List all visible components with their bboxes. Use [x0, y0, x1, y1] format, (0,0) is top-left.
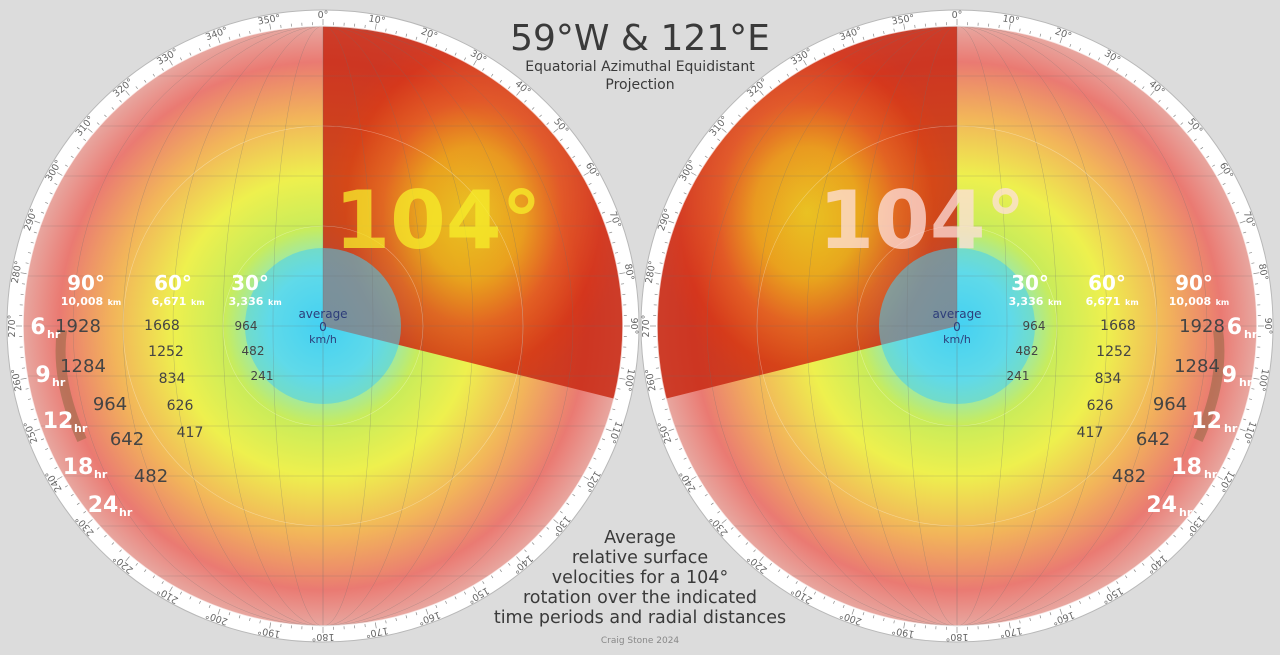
- speed-90-label: 1284: [60, 356, 106, 377]
- period-unit: hr: [1179, 506, 1193, 519]
- subtitle-line: Equatorial Azimuthal Equidistant: [490, 58, 790, 76]
- speed-60-label: 417: [1077, 425, 1104, 441]
- speed-60-label: 626: [1087, 398, 1114, 414]
- speed-90-label: 642: [110, 429, 144, 450]
- speed-60-label: 1252: [148, 344, 184, 360]
- speed-30-label: 241: [251, 369, 274, 383]
- speed-90-label: 1928: [1179, 316, 1225, 337]
- ring-degree-label: 60°: [1088, 271, 1126, 295]
- speed-90-label: 482: [134, 466, 168, 487]
- subtitle: Equatorial Azimuthal Equidistant Project…: [490, 58, 790, 94]
- ring-distance-label: 6,671: [1086, 295, 1121, 308]
- compass-degree-label: 0°: [318, 10, 329, 21]
- speed-60-label: 417: [177, 425, 204, 441]
- caption: Average relative surface velocities for …: [480, 528, 800, 628]
- period-unit: hr: [52, 376, 66, 389]
- speed-90-label: 1928: [55, 316, 101, 337]
- speed-90-label: 482: [1112, 466, 1146, 487]
- caption-line: velocities for a 104°: [480, 568, 800, 588]
- speed-60-label: 1252: [1096, 344, 1132, 360]
- period-unit: hr: [1204, 468, 1218, 481]
- ring-degree-label: 30°: [1011, 271, 1049, 295]
- ring-distance-label: 3,336: [1009, 295, 1044, 308]
- caption-line: relative surface: [480, 548, 800, 568]
- center-label: km/h: [943, 333, 971, 346]
- period-label: 6: [30, 315, 45, 340]
- period-label: 9: [1222, 363, 1237, 388]
- period-label: 18: [63, 455, 94, 480]
- center-label: 0: [319, 320, 327, 334]
- ring-distance-unit: km: [108, 298, 122, 307]
- speed-90-label: 964: [1153, 394, 1187, 415]
- ring-distance-unit: km: [1216, 298, 1230, 307]
- speed-60-label: 1668: [144, 318, 180, 334]
- speed-30-label: 241: [1007, 369, 1030, 383]
- credit: Craig Stone 2024: [540, 636, 740, 646]
- period-label: 12: [1191, 409, 1222, 434]
- period-unit: hr: [94, 468, 108, 481]
- ring-degree-label: 30°: [231, 271, 269, 295]
- caption-line: Average: [480, 528, 800, 548]
- speed-90-label: 964: [93, 394, 127, 415]
- ring-distance-label: 10,008: [1169, 295, 1211, 308]
- speed-60-label: 626: [167, 398, 194, 414]
- speed-30-label: 964: [235, 319, 258, 333]
- rotation-angle-label: 104°: [819, 174, 1026, 267]
- ring-distance-unit: km: [191, 298, 205, 307]
- speed-30-label: 482: [242, 344, 265, 358]
- rotation-angle-label: 104°: [335, 174, 542, 267]
- ring-distance-label: 6,671: [152, 295, 187, 308]
- center-label: average: [932, 307, 981, 321]
- ring-degree-label: 90°: [1175, 271, 1213, 295]
- period-label: 24: [88, 493, 119, 518]
- ring-distance-unit: km: [1125, 298, 1139, 307]
- compass-degree-label: 180°: [312, 631, 335, 642]
- period-unit: hr: [1239, 376, 1253, 389]
- speed-60-label: 834: [1095, 371, 1122, 387]
- period-unit: hr: [1224, 422, 1238, 435]
- speed-90-label: 642: [1136, 429, 1170, 450]
- ring-degree-label: 60°: [154, 271, 192, 295]
- period-label: 12: [43, 409, 74, 434]
- compass-degree-label: 0°: [952, 10, 963, 21]
- speed-30-label: 964: [1023, 319, 1046, 333]
- period-label: 24: [1146, 493, 1177, 518]
- compass-degree-label: 270°: [7, 315, 18, 338]
- center-label: km/h: [309, 333, 337, 346]
- speed-60-label: 834: [159, 371, 186, 387]
- compass-degree-label: 90°: [628, 318, 639, 335]
- caption-line: time periods and radial distances: [480, 608, 800, 628]
- period-label: 18: [1171, 455, 1202, 480]
- ring-distance-label: 3,336: [229, 295, 264, 308]
- ring-distance-label: 10,008: [61, 295, 103, 308]
- center-label: 0: [953, 320, 961, 334]
- period-unit: hr: [74, 422, 88, 435]
- speed-60-label: 1668: [1100, 318, 1136, 334]
- compass-degree-label: 90°: [1262, 318, 1273, 335]
- period-unit: hr: [47, 328, 61, 341]
- compass-degree-label: 270°: [641, 315, 652, 338]
- period-label: 9: [35, 363, 50, 388]
- period-unit: hr: [119, 506, 133, 519]
- speed-90-label: 1284: [1174, 356, 1220, 377]
- center-label: average: [298, 307, 347, 321]
- subtitle-line: Projection: [490, 76, 790, 94]
- ring-distance-unit: km: [1048, 298, 1062, 307]
- ring-degree-label: 90°: [67, 271, 105, 295]
- compass-degree-label: 180°: [946, 631, 969, 642]
- caption-line: rotation over the indicated: [480, 588, 800, 608]
- speed-30-label: 482: [1016, 344, 1039, 358]
- period-unit: hr: [1244, 328, 1258, 341]
- period-label: 6: [1227, 315, 1242, 340]
- page-title: 59°W & 121°E: [490, 18, 790, 59]
- ring-distance-unit: km: [268, 298, 282, 307]
